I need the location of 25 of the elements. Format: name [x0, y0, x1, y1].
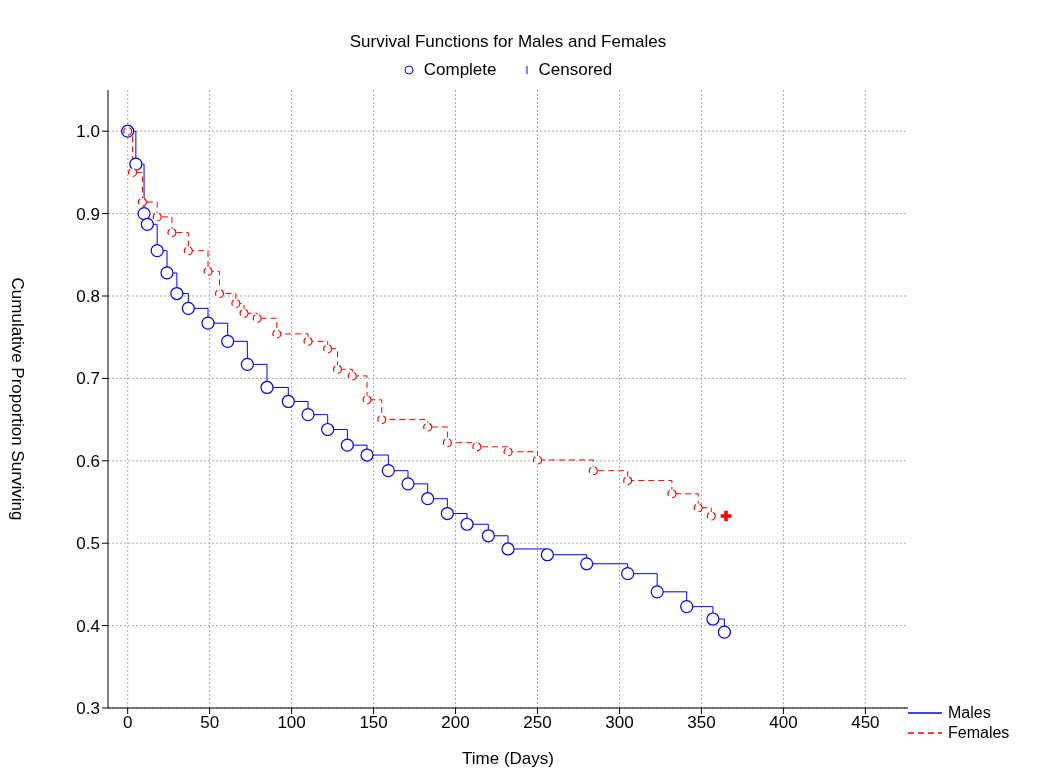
x-tick-label: 0: [122, 713, 133, 733]
x-tick-label: 250: [523, 713, 552, 733]
y-tick-label: 1.0: [76, 122, 100, 142]
x-tick-label: 50: [200, 713, 220, 733]
y-tick-label: 0.7: [76, 369, 100, 389]
y-tick-label: 0.3: [76, 699, 100, 719]
text: Censored: [538, 60, 613, 80]
x-tick-label: 350: [687, 713, 716, 733]
text: Complete: [423, 60, 497, 80]
y-tick-label: 0.9: [76, 204, 100, 224]
legend-label: Females: [948, 724, 1010, 742]
x-tick-label: 200: [441, 713, 470, 733]
x-tick-label: 450: [851, 713, 880, 733]
y-tick-label: 0.8: [76, 287, 100, 307]
x-tick-label: 150: [359, 713, 388, 733]
x-tick-label: 400: [769, 713, 798, 733]
x-tick-label: 300: [605, 713, 634, 733]
x-tick-label: 100: [277, 713, 306, 733]
y-tick-label: 0.4: [76, 616, 100, 636]
y-tick-label: 0.5: [76, 534, 100, 554]
chart-title: Survival Functions for Males and Females: [348, 32, 668, 52]
y-tick-label: 0.6: [76, 451, 100, 471]
y-axis-title: Cumulative Proportion Surviving: [7, 277, 27, 521]
x-axis-title: Time (Days): [462, 749, 554, 768]
legend-label: Males: [948, 704, 991, 722]
